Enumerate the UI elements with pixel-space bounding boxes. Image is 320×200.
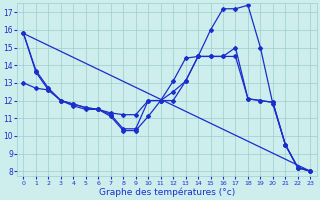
X-axis label: Graphe des températures (°c): Graphe des températures (°c) [99, 187, 235, 197]
